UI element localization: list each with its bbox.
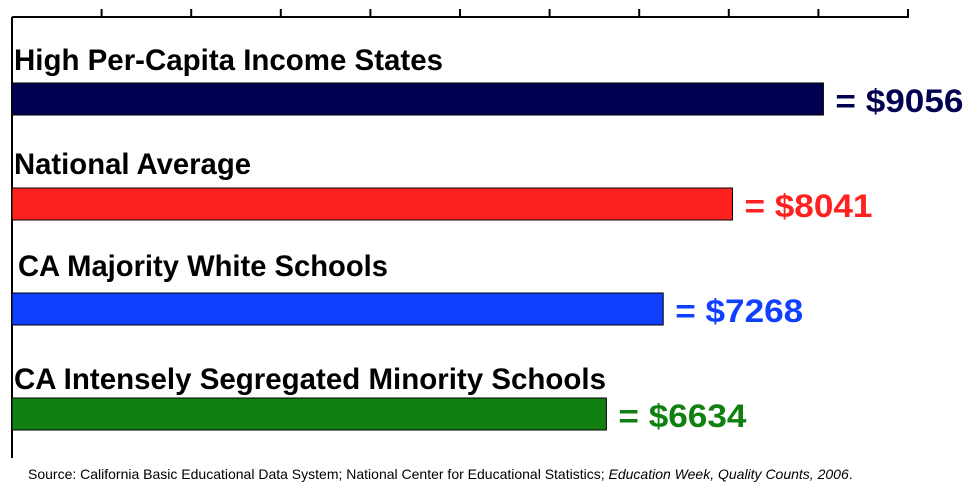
category-label: National Average — [14, 148, 251, 181]
bar — [11, 82, 824, 116]
value-label: = $8041 — [744, 188, 872, 224]
source-publication: Education Week, Quality Counts, 2006 — [608, 466, 849, 482]
value-label: = $6634 — [618, 398, 746, 434]
value-label: = $7268 — [675, 293, 803, 329]
axis-ticks — [100, 9, 909, 18]
value-label: = $9056 — [835, 83, 963, 119]
category-label: High Per-Capita Income States — [14, 44, 443, 77]
bar — [11, 292, 664, 326]
source-suffix: . — [848, 466, 853, 482]
source-text: Source: California Basic Educational Dat… — [28, 466, 609, 482]
bar — [11, 187, 733, 221]
bar — [11, 397, 607, 431]
category-label: CA Majority White Schools — [18, 250, 388, 283]
source-note: Source: California Basic Educational Dat… — [28, 466, 853, 482]
category-label: CA Intensely Segregated Minority Schools — [14, 363, 606, 396]
bars-group: High Per-Capita Income States = $9056 Nati… — [11, 44, 963, 434]
